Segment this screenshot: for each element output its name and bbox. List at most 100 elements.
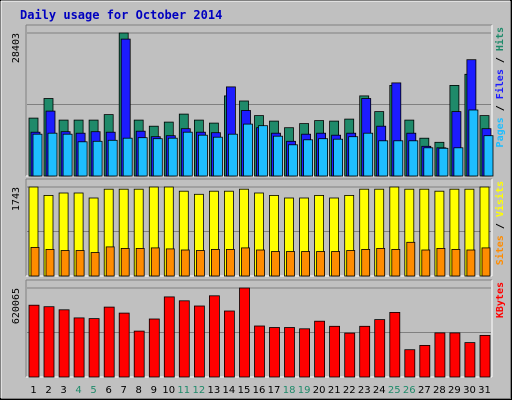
bar-sites-day-4 [75, 250, 85, 277]
bar-kbytes-day-26 [404, 349, 416, 378]
bar-pages-day-24 [378, 140, 389, 177]
chart-panels: 28403 Pages / Files / Hits 1743 Sites / Vis… [11, 24, 506, 378]
x-tick-label-10: 10 [162, 385, 175, 396]
bar-kbytes-day-12 [193, 305, 205, 378]
series-legend-label: KBytes [495, 282, 506, 318]
bar-pages-day-17 [273, 135, 283, 177]
x-tick-label-16: 16 [253, 385, 266, 396]
bar-kbytes-day-15 [239, 287, 250, 378]
x-tick-label-26: 26 [403, 385, 416, 396]
x-tick-label-17: 17 [268, 385, 281, 396]
bar-sites-day-20 [316, 251, 326, 277]
bar-kbytes-day-30 [464, 342, 476, 378]
bar-sites-day-1 [30, 246, 40, 277]
bar-pages-day-22 [348, 136, 359, 177]
x-tick-label-8: 8 [136, 385, 142, 396]
bar-kbytes-day-4 [73, 317, 85, 378]
bar-kbytes-day-13 [208, 295, 220, 378]
bar-sites-day-13 [210, 248, 220, 277]
bar-pages-day-23 [363, 132, 374, 177]
bar-pages-day-12 [197, 134, 208, 177]
bar-sites-day-7 [120, 247, 130, 277]
bar-pages-day-4 [77, 141, 88, 177]
bar-pages-day-16 [258, 125, 268, 177]
x-tick-label-1: 1 [30, 385, 36, 396]
bar-sites-day-8 [135, 247, 145, 277]
bar-pages-day-19 [303, 139, 314, 177]
bar-sites-day-10 [165, 248, 175, 277]
bar-sites-day-25 [391, 248, 401, 277]
bar-pages-day-6 [107, 139, 118, 177]
bar-sites-day-27 [421, 249, 431, 277]
x-tick-label-9: 9 [151, 385, 157, 396]
bar-pages-day-13 [212, 136, 223, 177]
bar-sites-day-21 [331, 251, 341, 277]
x-tick-label-14: 14 [223, 385, 236, 396]
x-tick-label-2: 2 [45, 385, 51, 396]
bar-sites-day-17 [271, 251, 280, 277]
bar-sites-day-5 [90, 252, 100, 277]
y-max-label: 1743 [11, 187, 22, 211]
bar-kbytes-day-27 [419, 344, 431, 378]
panel-hits: 28403 Pages / Files / Hits [11, 24, 506, 177]
x-tick-label-5: 5 [90, 385, 96, 396]
legend-sites: Sites [494, 235, 506, 265]
bar-kbytes-day-25 [389, 311, 401, 378]
bar-pages-day-30 [468, 109, 479, 177]
bar-sites-day-26 [406, 241, 416, 277]
x-tick-label-28: 28 [433, 385, 446, 396]
bar-pages-day-15 [243, 123, 253, 177]
legend-pages: Pages [495, 117, 506, 147]
legend-files: Files [494, 69, 506, 99]
x-tick-label-22: 22 [343, 385, 356, 396]
bar-sites-day-22 [346, 250, 356, 277]
bar-pages-day-18 [288, 144, 298, 177]
x-tick-label-19: 19 [298, 385, 311, 396]
bar-pages-day-8 [137, 137, 148, 177]
panel-kbytes: 620065 KBytes [11, 279, 506, 378]
bar-pages-day-20 [318, 138, 329, 177]
x-tick-label-31: 31 [478, 385, 491, 396]
x-tick-label-13: 13 [208, 385, 221, 396]
bar-sites-day-23 [361, 248, 371, 277]
legend-hits: Hits [494, 27, 506, 51]
bar-kbytes-day-31 [479, 334, 491, 378]
bars-kbytes [28, 287, 491, 378]
bar-kbytes-day-10 [163, 296, 175, 378]
bar-sites-day-18 [286, 251, 295, 277]
bar-pages-day-29 [453, 147, 464, 177]
bar-pages-day-11 [182, 131, 193, 177]
bar-sites-day-24 [376, 247, 386, 277]
legend-kbytes: KBytes [495, 282, 506, 318]
bar-kbytes-day-5 [88, 318, 100, 378]
bar-sites-day-29 [451, 248, 461, 277]
bar-pages-day-7 [122, 137, 133, 177]
panel-visits: 1743 Sites / Visits [11, 178, 506, 277]
bar-kbytes-day-29 [449, 332, 461, 378]
bar-sites-day-19 [301, 251, 311, 277]
bar-kbytes-day-2 [43, 306, 55, 378]
legend-separator: / [495, 217, 506, 235]
y-max-label: 28403 [11, 33, 22, 63]
bar-kbytes-day-9 [148, 318, 160, 378]
bar-kbytes-day-7 [118, 312, 130, 378]
bar-kbytes-day-24 [374, 319, 386, 378]
x-tick-label-7: 7 [121, 385, 127, 396]
legend-visits: Visits [494, 181, 506, 217]
x-tick-label-15: 15 [238, 385, 251, 396]
bar-kbytes-day-18 [284, 327, 295, 378]
x-tick-label-3: 3 [60, 385, 66, 396]
bar-sites-day-9 [150, 247, 160, 277]
bar-kbytes-day-28 [434, 332, 446, 378]
bar-pages-day-28 [438, 147, 449, 177]
bar-sites-day-30 [466, 249, 476, 277]
x-tick-label-18: 18 [283, 385, 296, 396]
x-tick-label-20: 20 [313, 385, 326, 396]
bar-pages-day-2 [47, 132, 58, 177]
bar-pages-day-1 [32, 133, 43, 177]
x-tick-label-21: 21 [328, 385, 341, 396]
bar-pages-day-3 [62, 133, 73, 177]
bar-pages-day-5 [92, 140, 103, 177]
bar-sites-day-14 [225, 248, 235, 277]
x-tick-label-6: 6 [106, 385, 112, 396]
